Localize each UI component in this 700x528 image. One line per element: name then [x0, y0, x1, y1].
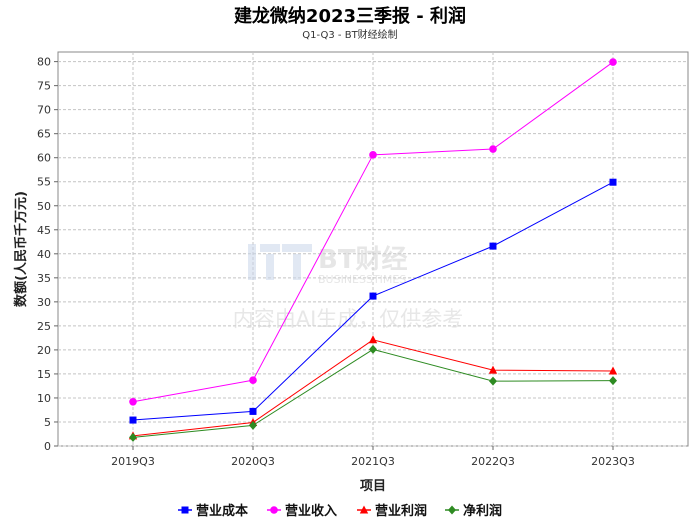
series-4	[129, 344, 617, 442]
y-tick-label: 40	[37, 248, 51, 261]
y-tick-label: 10	[37, 392, 51, 405]
y-tick-label: 75	[37, 80, 51, 93]
bt-logo-icon	[248, 244, 312, 280]
watermark-logo-subtext: BUSINESSTIMES	[318, 273, 406, 286]
x-axis: 2019Q3 2020Q3 2021Q3 2022Q3 2023Q3	[111, 446, 635, 468]
data-point	[369, 151, 377, 159]
data-point	[129, 397, 137, 406]
y-tick-label: 50	[37, 200, 51, 213]
series-2	[129, 58, 617, 406]
legend-item: 营业收入	[267, 503, 337, 519]
x-tick-label: 2023Q3	[591, 455, 635, 468]
x-tick-label: 2022Q3	[471, 455, 515, 468]
data-point	[368, 335, 378, 344]
legend-marker	[359, 505, 369, 514]
x-tick-label: 2021Q3	[351, 455, 395, 468]
legend-label: 净利润	[463, 503, 502, 519]
watermark-notice: 内容由AI生成，仅供参考	[233, 307, 464, 331]
legend-item: 营业成本	[178, 503, 248, 519]
legend-item: 营业利润	[357, 503, 427, 519]
y-tick-label: 25	[37, 320, 51, 333]
y-tick-label: 45	[37, 224, 51, 237]
data-point	[249, 420, 257, 430]
data-point	[489, 145, 497, 153]
data-point	[489, 376, 497, 386]
data-point	[369, 344, 377, 354]
data-point	[249, 407, 257, 415]
data-point	[608, 366, 618, 375]
data-point	[129, 432, 137, 442]
y-tick-label: 5	[44, 416, 51, 429]
data-point	[609, 58, 617, 66]
data-point	[369, 292, 377, 300]
legend-label: 营业成本	[196, 503, 248, 519]
y-tick-label: 20	[37, 344, 51, 357]
y-tick-label: 0	[44, 440, 51, 453]
y-axis: 0 5 10 15 20 25 30 35 40 45 50 55 60 65 70 75 80	[37, 56, 58, 453]
watermark: BT财经 BUSINESSTIMES 内容由AI生成，仅供参考	[233, 244, 464, 331]
chart-subtitle: Q1-Q3 - BT财经绘制	[302, 28, 397, 41]
grid-lines	[58, 52, 688, 447]
watermark-logo-text: BT财经	[318, 244, 408, 275]
data-point	[129, 416, 137, 424]
y-tick-label: 15	[37, 368, 51, 381]
data-point	[488, 365, 498, 374]
data-point	[489, 242, 497, 250]
series-layer	[128, 58, 618, 442]
y-tick-label: 70	[37, 104, 51, 117]
y-tick-label: 35	[37, 272, 51, 285]
x-axis-title: 项目	[360, 479, 386, 494]
y-tick-label: 80	[37, 56, 51, 69]
legend: 营业成本 营业收入 营业利润 净利润	[178, 503, 502, 519]
x-tick-label: 2020Q3	[231, 455, 275, 468]
legend-marker	[448, 505, 456, 515]
chart-title: 建龙微纳2023三季报 - 利润	[234, 5, 466, 27]
legend-marker	[270, 506, 278, 514]
y-axis-title: 数额(人民币千万元)	[13, 191, 29, 307]
data-point	[249, 376, 257, 384]
x-tick-label: 2019Q3	[111, 455, 155, 468]
y-tick-label: 60	[37, 152, 51, 165]
y-tick-label: 55	[37, 176, 51, 189]
legend-label: 营业利润	[375, 503, 427, 519]
y-tick-label: 65	[37, 128, 51, 141]
data-point	[609, 178, 617, 186]
legend-item: 净利润	[445, 503, 502, 519]
series-1	[129, 178, 617, 424]
legend-label: 营业收入	[285, 503, 337, 519]
data-point	[609, 376, 617, 386]
y-tick-label: 30	[37, 296, 51, 309]
legend-marker	[181, 506, 189, 514]
